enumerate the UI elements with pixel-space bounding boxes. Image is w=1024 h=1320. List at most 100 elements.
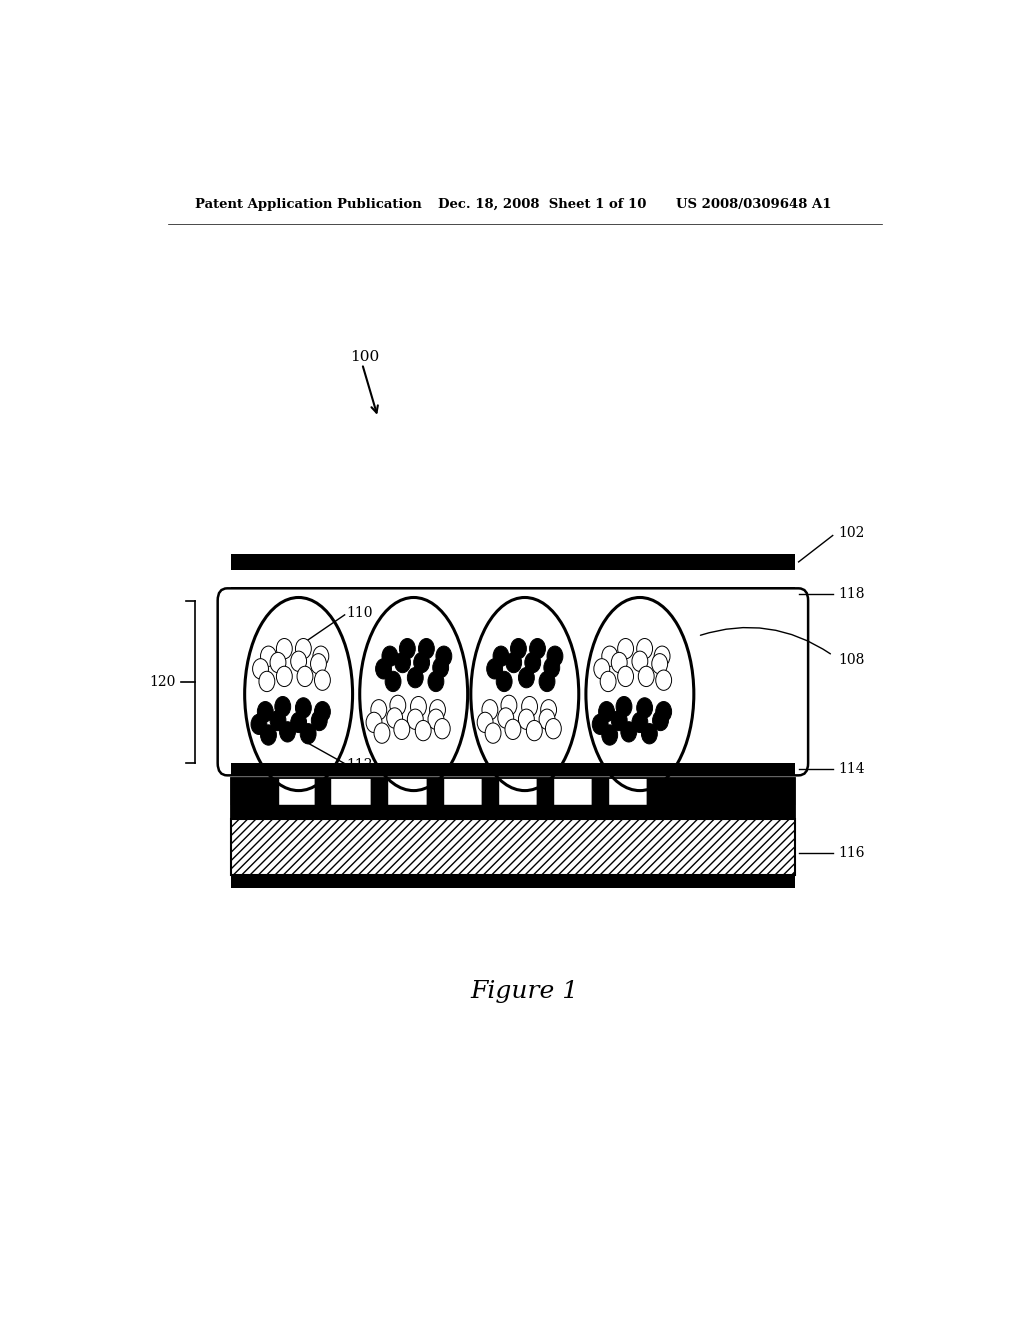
Circle shape	[387, 708, 402, 729]
Circle shape	[599, 701, 614, 722]
Circle shape	[505, 719, 521, 739]
Circle shape	[655, 671, 672, 690]
Circle shape	[652, 653, 668, 675]
Circle shape	[300, 723, 316, 744]
Text: 100: 100	[350, 350, 380, 363]
Circle shape	[259, 672, 274, 692]
Text: 108: 108	[839, 653, 864, 667]
Circle shape	[311, 710, 328, 731]
Bar	[554, 779, 592, 805]
Bar	[608, 779, 647, 805]
Circle shape	[310, 653, 327, 675]
Circle shape	[274, 697, 291, 717]
Circle shape	[390, 696, 406, 715]
Circle shape	[276, 639, 292, 659]
Circle shape	[314, 701, 331, 722]
Circle shape	[414, 652, 430, 673]
Circle shape	[291, 713, 306, 733]
Circle shape	[385, 672, 401, 692]
Circle shape	[611, 710, 627, 731]
Text: 118: 118	[839, 587, 865, 601]
Circle shape	[655, 701, 672, 722]
Circle shape	[367, 713, 382, 733]
Circle shape	[521, 697, 538, 717]
Circle shape	[616, 697, 632, 717]
Bar	[592, 779, 608, 805]
Circle shape	[632, 651, 648, 672]
Circle shape	[408, 668, 423, 688]
Circle shape	[485, 723, 501, 743]
Bar	[664, 779, 693, 805]
Circle shape	[546, 718, 561, 739]
Circle shape	[430, 700, 445, 719]
Bar	[262, 779, 280, 805]
Circle shape	[297, 667, 313, 686]
Text: 102: 102	[839, 527, 864, 540]
Circle shape	[257, 701, 273, 722]
Circle shape	[376, 659, 391, 678]
Circle shape	[434, 718, 451, 739]
Circle shape	[371, 700, 387, 719]
Bar	[388, 779, 427, 805]
Circle shape	[638, 667, 654, 686]
Circle shape	[486, 659, 503, 678]
Circle shape	[436, 645, 452, 667]
Circle shape	[428, 709, 443, 730]
Circle shape	[501, 696, 517, 715]
Circle shape	[374, 723, 390, 743]
Bar	[231, 818, 795, 875]
Circle shape	[632, 713, 648, 733]
Circle shape	[602, 725, 617, 746]
Circle shape	[497, 672, 512, 692]
Bar	[427, 779, 444, 805]
Circle shape	[600, 672, 616, 692]
Text: Patent Application Publication: Patent Application Publication	[196, 198, 422, 211]
Text: 114: 114	[839, 762, 865, 776]
Bar	[314, 779, 332, 805]
Bar	[231, 554, 795, 570]
Circle shape	[399, 639, 416, 659]
Bar	[231, 587, 795, 601]
Circle shape	[547, 645, 563, 667]
Bar	[231, 875, 795, 888]
Circle shape	[296, 698, 311, 718]
Circle shape	[270, 710, 286, 731]
Bar	[693, 779, 795, 805]
Circle shape	[260, 725, 276, 746]
Circle shape	[270, 652, 286, 673]
Bar	[231, 763, 795, 775]
Circle shape	[525, 652, 541, 673]
Bar	[231, 805, 795, 818]
Circle shape	[408, 709, 423, 730]
Circle shape	[518, 709, 535, 730]
Text: 116: 116	[839, 846, 865, 859]
Bar	[280, 779, 314, 805]
Circle shape	[518, 668, 535, 688]
Circle shape	[253, 659, 268, 678]
Text: 110: 110	[346, 606, 373, 620]
Circle shape	[654, 645, 670, 667]
Circle shape	[617, 667, 634, 686]
Circle shape	[394, 652, 411, 673]
Text: Figure 1: Figure 1	[471, 981, 579, 1003]
Circle shape	[313, 645, 329, 667]
Circle shape	[276, 667, 292, 686]
FancyBboxPatch shape	[218, 589, 808, 775]
Circle shape	[419, 639, 434, 659]
Text: Dec. 18, 2008  Sheet 1 of 10: Dec. 18, 2008 Sheet 1 of 10	[437, 198, 646, 211]
Bar	[538, 779, 554, 805]
Text: 120: 120	[150, 675, 176, 689]
Circle shape	[280, 722, 296, 742]
Circle shape	[506, 652, 521, 673]
Circle shape	[260, 645, 276, 667]
Circle shape	[291, 651, 306, 672]
Circle shape	[494, 645, 509, 667]
Bar	[482, 779, 499, 805]
Bar	[371, 779, 388, 805]
Circle shape	[482, 700, 498, 719]
Circle shape	[526, 721, 543, 741]
Circle shape	[433, 657, 449, 677]
Circle shape	[394, 719, 410, 739]
Circle shape	[428, 672, 443, 692]
Circle shape	[411, 697, 426, 717]
